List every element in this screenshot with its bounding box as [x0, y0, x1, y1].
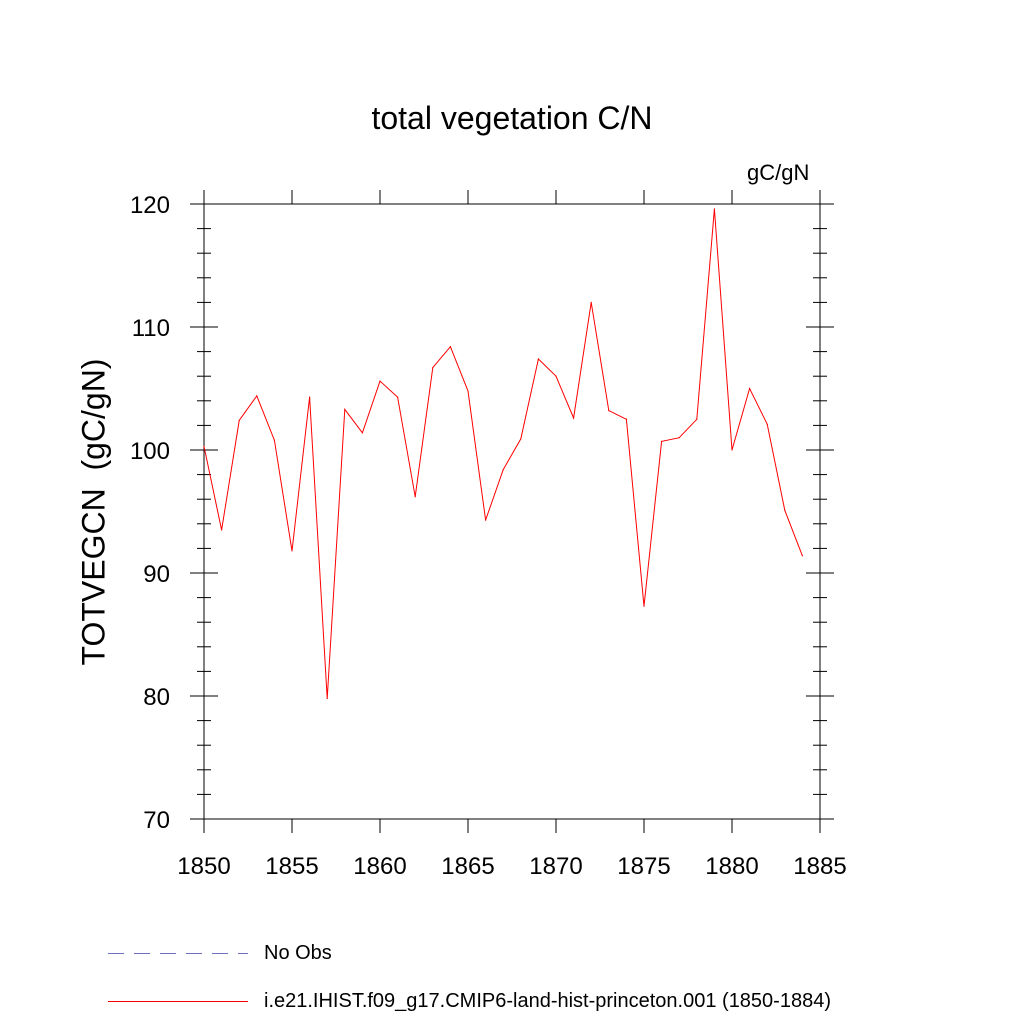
- data-point: [432, 366, 434, 369]
- data-point: [625, 418, 628, 420]
- x-tick-label: 1850: [177, 853, 230, 880]
- y-tick-label: 100: [130, 438, 170, 465]
- data-point: [467, 390, 469, 392]
- data-point: [273, 439, 275, 441]
- series-line: [203, 208, 803, 699]
- x-tick-label: 1880: [705, 853, 758, 880]
- data-point: [256, 395, 258, 397]
- x-tick-label: 1860: [353, 853, 406, 880]
- data-point: [608, 410, 610, 412]
- data-point: [643, 605, 645, 607]
- data-point: [696, 418, 698, 420]
- x-tick-label: 1885: [793, 853, 846, 880]
- data-point: [661, 440, 663, 442]
- data-point: [537, 358, 540, 360]
- data-point: [520, 438, 522, 440]
- data-point: [203, 445, 205, 447]
- data-point: [749, 387, 751, 390]
- legend-entry-no-obs: No Obs: [108, 941, 332, 965]
- data-point: [485, 519, 487, 521]
- data-point: [397, 396, 399, 398]
- x-tick-label: 1855: [265, 853, 318, 880]
- data-point: [414, 496, 416, 498]
- units-label: gC/gN: [747, 160, 810, 185]
- data-point: [326, 697, 328, 700]
- data-point: [784, 509, 786, 511]
- data-point: [555, 375, 557, 377]
- y-tick-label: 110: [132, 315, 170, 342]
- legend-label: No Obs: [264, 941, 332, 964]
- data-point: [573, 417, 575, 419]
- y-tick-label: 90: [143, 561, 170, 588]
- data-point: [731, 449, 733, 451]
- data-point: [221, 529, 223, 531]
- y-tick-label: 80: [143, 684, 170, 711]
- legend-label: i.e21.IHIST.f09_g17.CMIP6-land-hist-prin…: [264, 989, 831, 1012]
- data-point: [238, 419, 240, 422]
- legend-entry-model-run: i.e21.IHIST.f09_g17.CMIP6-land-hist-prin…: [108, 989, 831, 1013]
- data-point: [590, 301, 592, 303]
- data-point: [801, 555, 804, 557]
- data-point: [502, 469, 504, 471]
- data-point: [379, 380, 381, 382]
- x-tick-label: 1870: [529, 853, 582, 880]
- data-point: [766, 423, 768, 425]
- x-tick-label: 1875: [617, 853, 670, 880]
- legend-swatch-dashed-icon: [108, 952, 248, 954]
- data-point: [361, 432, 363, 434]
- chart-title: total vegetation C/N: [371, 100, 653, 136]
- y-tick-label: 120: [130, 192, 170, 219]
- y-tick-label: 70: [143, 807, 170, 834]
- data-point: [344, 408, 346, 411]
- plot-frame: [203, 203, 821, 820]
- data-point: [449, 346, 451, 348]
- data-point: [713, 208, 716, 210]
- x-tick-label: 1865: [441, 853, 494, 880]
- data-point: [678, 437, 680, 439]
- data-point: [291, 550, 293, 552]
- data-point: [309, 396, 311, 398]
- legend-swatch-solid-icon: [108, 1000, 248, 1002]
